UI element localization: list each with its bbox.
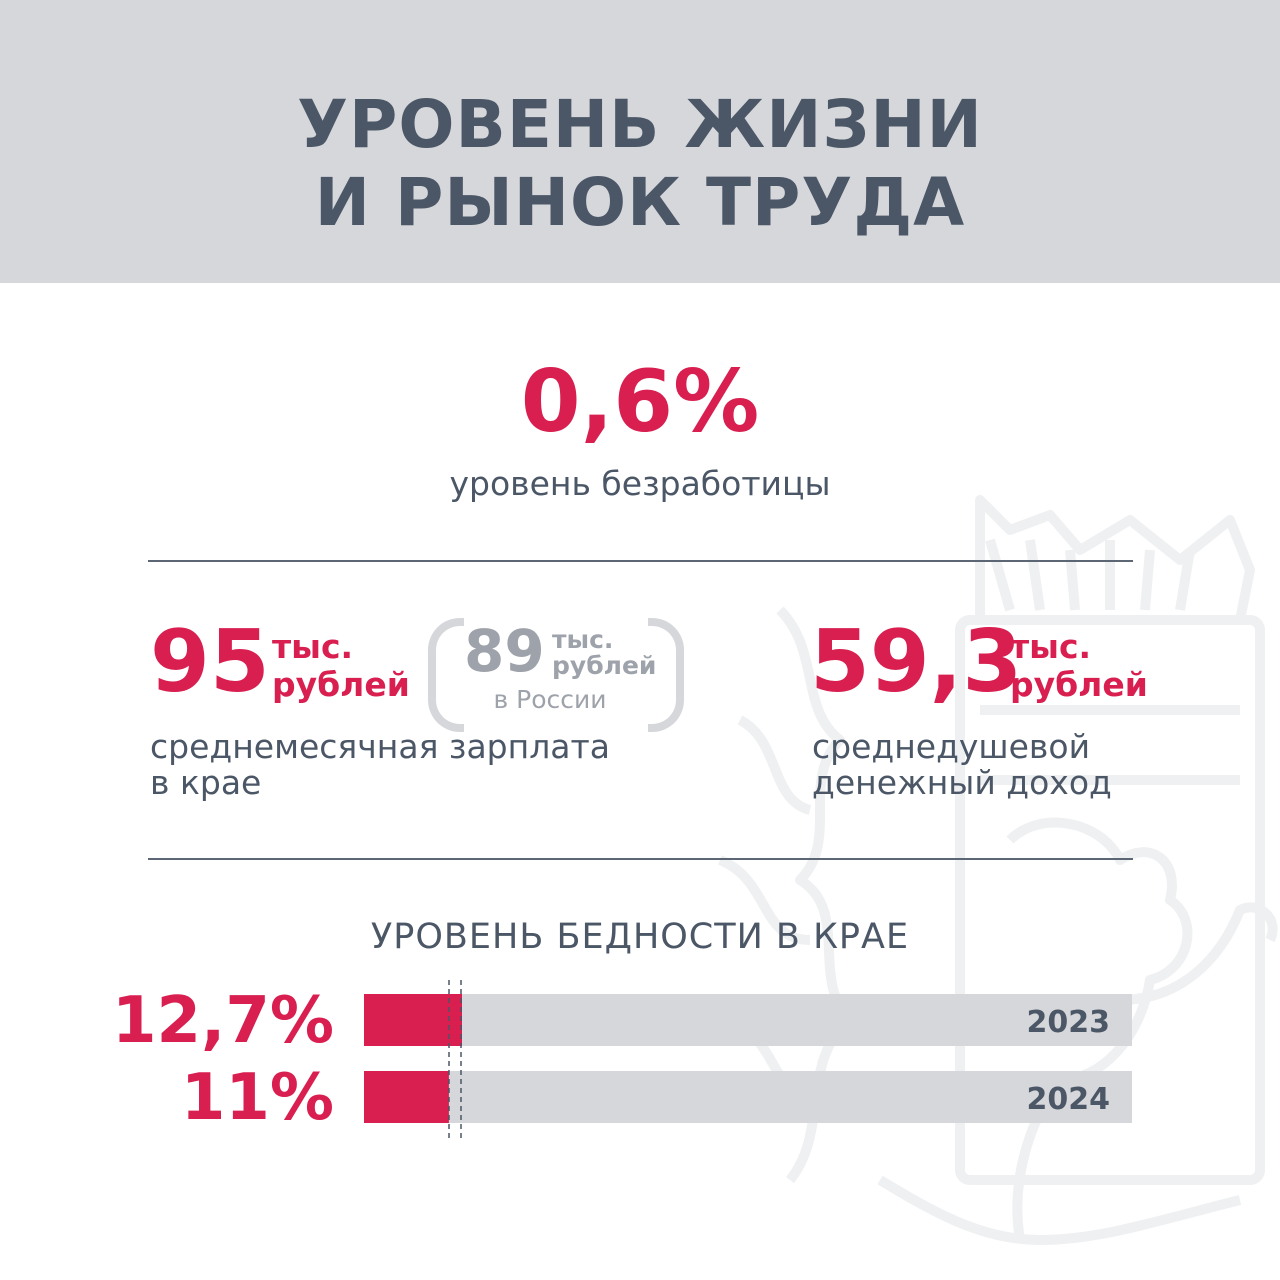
russia-salary-note: в России [493,685,607,714]
russia-salary-unit-line2: рублей [552,651,657,680]
income-unit-line2: рублей [1010,665,1148,704]
income-caption-line1: среднедушевой [812,727,1091,766]
poverty-value-label-2023: 12,7% [112,984,334,1058]
bracket-open [428,618,464,732]
divider-top [148,560,1133,562]
russia-salary-value: 89 [464,617,545,685]
income-caption-line2: денежный доход [812,763,1112,802]
salary-caption-line2: в крае [150,763,262,802]
unemployment-label: уровень безработицы [449,464,831,503]
salary-value: 95 [150,612,270,712]
poverty-value-label-2024: 11% [181,1061,334,1135]
salary-unit-line2: рублей [272,665,410,704]
coat-of-arms-watermark-icon [717,495,1278,1245]
poverty-bar-2023 [364,994,462,1046]
header-banner: УРОВЕНЬ ЖИЗНИ И РЫНОК ТРУДА [0,0,1280,283]
divider-bottom [148,858,1133,860]
income-value: 59,3 [810,612,1023,712]
page-title-line2: И РЫНОК ТРУДА [314,164,966,241]
salary-unit-line1: тыс. [272,627,354,666]
poverty-chart-title: УРОВЕНЬ БЕДНОСТИ В КРАЕ [370,917,910,957]
poverty-bar-2024 [364,1071,449,1123]
page-title: УРОВЕНЬ ЖИЗНИ И РЫНОК ТРУДА [0,86,1280,242]
russia-salary-unit-line1: тыс. [552,625,614,654]
page-title-line1: УРОВЕНЬ ЖИЗНИ [297,86,983,163]
income-unit-line1: тыс. [1010,627,1092,666]
bracket-close [648,618,684,732]
unemployment-value: 0,6% [520,352,760,452]
salary-caption-line1: среднемесячная зарплата [150,727,610,766]
